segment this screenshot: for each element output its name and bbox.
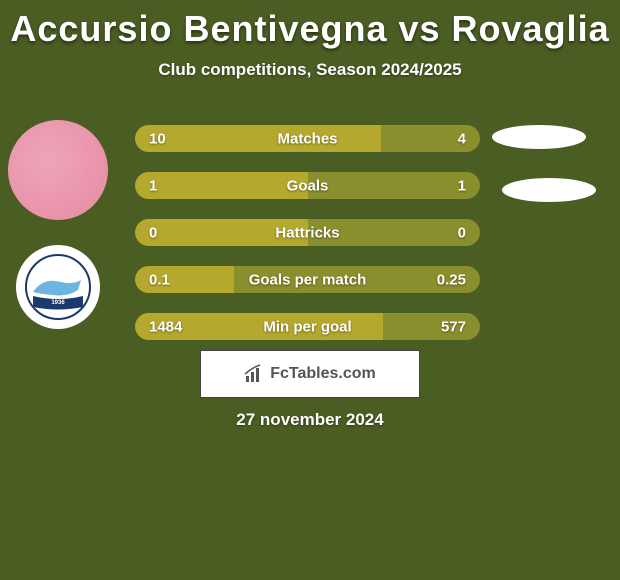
- stat-value-right: 577: [441, 318, 466, 335]
- stat-value-left: 1: [149, 177, 157, 194]
- player2-avatar: 1936: [16, 245, 100, 329]
- stat-value-left: 0: [149, 224, 157, 241]
- avatars-column: 1936: [8, 120, 108, 354]
- stat-row: 1484 577 Min per goal: [135, 313, 480, 340]
- attribution-box: FcTables.com: [200, 350, 420, 398]
- stat-label: Hattricks: [275, 224, 339, 241]
- stat-value-right: 4: [458, 130, 466, 147]
- stat-label: Goals per match: [249, 271, 367, 288]
- team-badge-icon: 1936: [23, 252, 93, 322]
- attribution-text: FcTables.com: [270, 365, 376, 383]
- chart-icon: [244, 364, 264, 384]
- comparison-title: Accursio Bentivegna vs Rovaglia: [0, 0, 620, 50]
- stat-row: 1 1 Goals: [135, 172, 480, 199]
- comparison-subtitle: Club competitions, Season 2024/2025: [0, 60, 620, 80]
- stat-value-left: 0.1: [149, 271, 170, 288]
- stat-value-left: 1484: [149, 318, 182, 335]
- player1-avatar: [8, 120, 108, 220]
- stat-bar-left: [135, 125, 381, 152]
- stat-value-right: 0: [458, 224, 466, 241]
- stat-value-left: 10: [149, 130, 166, 147]
- stat-row: 10 4 Matches: [135, 125, 480, 152]
- comparison-date: 27 november 2024: [236, 410, 383, 430]
- stat-label: Goals: [287, 177, 329, 194]
- stat-bar-left: [135, 172, 308, 199]
- decorative-ellipse-2: [502, 178, 596, 202]
- stat-value-right: 1: [458, 177, 466, 194]
- stat-label: Min per goal: [263, 318, 351, 335]
- svg-text:1936: 1936: [51, 300, 65, 306]
- stat-row: 0.1 0.25 Goals per match: [135, 266, 480, 293]
- stat-row: 0 0 Hattricks: [135, 219, 480, 246]
- decorative-ellipse-1: [492, 125, 586, 149]
- stat-value-right: 0.25: [437, 271, 466, 288]
- stat-label: Matches: [277, 130, 337, 147]
- stats-bars: 10 4 Matches 1 1 Goals 0 0 Hattricks 0.1 0.25 Goals…: [135, 125, 480, 360]
